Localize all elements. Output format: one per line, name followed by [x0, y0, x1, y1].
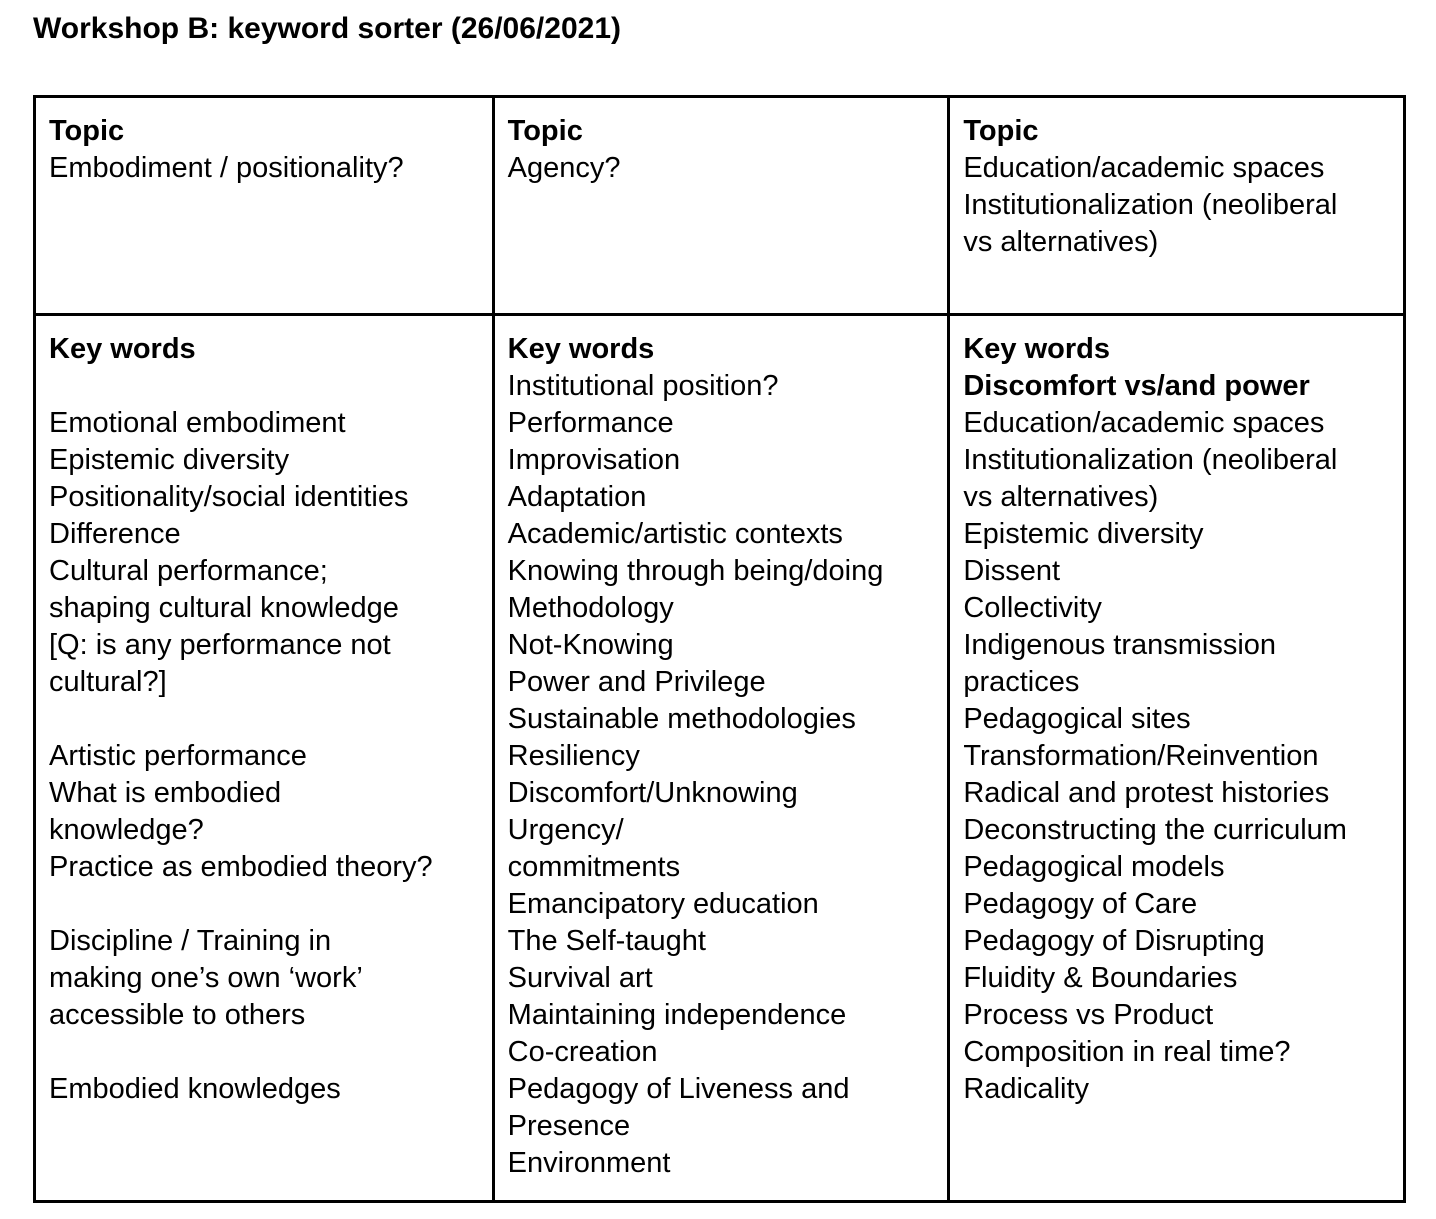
text-line: The Self-taught	[507, 925, 706, 957]
keywords-cell-embodiment: Key words Emotional embodiment Epistemic …	[36, 313, 492, 1200]
text-line: Practice as embodied theory?	[49, 851, 433, 883]
text-line: Power and Privilege	[507, 666, 766, 698]
text-line: [Q: is any performance not	[49, 629, 391, 661]
text-line: Discomfort/Unknowing	[507, 777, 798, 809]
text-line: Dissent	[963, 555, 1061, 587]
text-line: Embodiment / positionality?	[49, 152, 404, 184]
text-line: Fluidity & Boundaries	[963, 962, 1238, 994]
text-line: Resiliency	[507, 740, 640, 772]
text-line: Sustainable methodologies	[507, 703, 856, 735]
text-line: Composition in real time?	[963, 1036, 1291, 1068]
text-line: Co-creation	[507, 1036, 658, 1068]
text-line: Academic/artistic contexts	[507, 518, 843, 550]
topic-lines: Education/academic spaces Institutionaliz…	[963, 150, 1393, 261]
text-line: Knowing through being/doing	[507, 555, 884, 587]
keyword-sorter-table: Topic Embodiment / positionality? Topic …	[33, 95, 1406, 1203]
text-line: Education/academic spaces	[963, 152, 1325, 184]
text-line: Adaptation	[507, 481, 647, 513]
text-line: Pedagogy of Liveness and	[507, 1073, 850, 1105]
text-line: Pedagogy of Disrupting	[963, 925, 1265, 957]
text-line: vs alternatives)	[963, 226, 1159, 258]
topic-cell-embodiment: Topic Embodiment / positionality?	[36, 98, 492, 313]
text-line: What is embodied	[49, 777, 282, 809]
text-line: Emancipatory education	[507, 888, 819, 920]
topic-cell-agency: Topic Agency?	[491, 98, 948, 313]
keywords-header: Key words	[49, 333, 196, 365]
text-line: commitments	[507, 851, 681, 883]
text-line: Pedagogical models	[963, 851, 1225, 883]
text-line: Deconstructing the curriculum	[963, 814, 1347, 846]
topic-lines: Agency?	[508, 150, 938, 187]
text-line: vs alternatives)	[963, 481, 1159, 513]
text-line: shaping cultural knowledge	[49, 592, 399, 624]
topic-lines: Embodiment / positionality?	[49, 150, 482, 187]
text-line: Methodology	[507, 592, 674, 624]
text-line: Maintaining independence	[507, 999, 847, 1031]
text-line	[49, 886, 482, 923]
text-line: Epistemic diversity	[49, 444, 290, 476]
topic-header: Topic	[507, 115, 583, 147]
text-line: Institutionalization (neoliberal	[963, 189, 1338, 221]
topic-row: Topic Embodiment / positionality? Topic …	[36, 98, 1403, 313]
keyword-lines: Discomfort vs/and power Education/academi…	[963, 368, 1393, 1108]
text-line: Discomfort vs/and power	[963, 370, 1310, 402]
keywords-header: Key words	[963, 333, 1110, 365]
text-line: Transformation/Reinvention	[963, 740, 1319, 772]
text-line: Institutional position?	[507, 370, 779, 402]
topic-header: Topic	[49, 115, 125, 147]
text-line: cultural?]	[49, 666, 167, 698]
text-line: Improvisation	[507, 444, 681, 476]
text-line: making one’s own ‘work’	[49, 962, 363, 994]
keywords-header: Key words	[507, 333, 655, 365]
text-line: Emotional embodiment	[49, 407, 346, 439]
text-line: Embodied knowledges	[49, 1073, 341, 1105]
text-line: Difference	[49, 518, 181, 550]
text-line: Indigenous transmission	[963, 629, 1277, 661]
text-line: Cultural performance;	[49, 555, 328, 587]
text-line: Environment	[507, 1147, 671, 1179]
text-line: Radicality	[963, 1073, 1090, 1105]
topic-header: Topic	[963, 115, 1039, 147]
keyword-lines: Emotional embodiment Epistemic diversity P…	[49, 368, 482, 1108]
text-line: Urgency/	[507, 814, 624, 846]
text-line	[49, 368, 482, 405]
text-line: practices	[963, 666, 1080, 698]
text-line: Pedagogy of Care	[963, 888, 1198, 920]
text-line: Survival art	[507, 962, 653, 994]
text-line: Performance	[507, 407, 674, 439]
text-line: Agency?	[507, 152, 621, 184]
text-line: Process vs Product	[963, 999, 1214, 1031]
text-line: Presence	[507, 1110, 631, 1142]
keywords-row: Key words Emotional embodiment Epistemic …	[36, 313, 1403, 1200]
keywords-cell-education: Key words Discomfort vs/and power Educati…	[947, 313, 1403, 1200]
keywords-cell-agency: Key words Institutional position? Perform…	[491, 313, 948, 1200]
text-line: Not-Knowing	[507, 629, 674, 661]
page-title: Workshop B: keyword sorter (26/06/2021)	[33, 12, 621, 45]
text-line: Institutionalization (neoliberal	[963, 444, 1338, 476]
text-line: Pedagogical sites	[963, 703, 1191, 735]
text-line: knowledge?	[49, 814, 204, 846]
keyword-lines: Institutional position? Performance Improv…	[508, 368, 938, 1182]
text-line	[49, 1034, 482, 1071]
text-line: Positionality/social identities	[49, 481, 409, 513]
text-line: accessible to others	[49, 999, 306, 1031]
topic-cell-education: Topic Education/academic spaces Instituti…	[947, 98, 1403, 313]
text-line	[49, 701, 482, 738]
text-line: Discipline / Training in	[49, 925, 332, 957]
text-line: Education/academic spaces	[963, 407, 1325, 439]
text-line: Collectivity	[963, 592, 1102, 624]
text-line: Radical and protest histories	[963, 777, 1330, 809]
text-line: Artistic performance	[49, 740, 307, 772]
text-line: Epistemic diversity	[963, 518, 1204, 550]
